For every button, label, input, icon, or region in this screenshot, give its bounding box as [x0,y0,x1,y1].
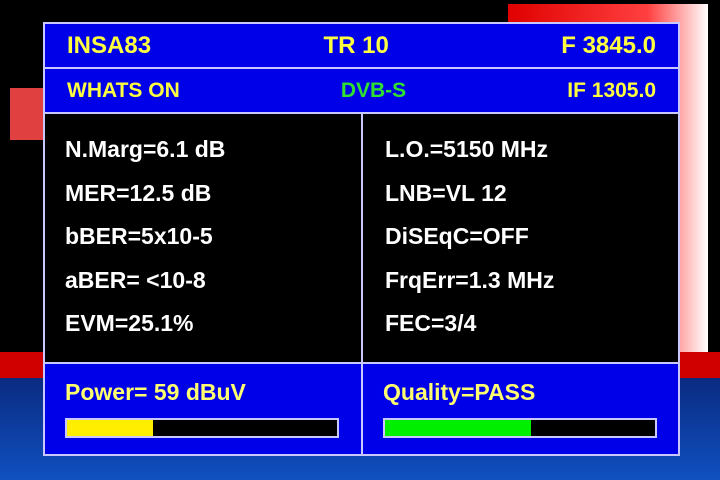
signal-meter-panel: INSA83 TR 10 F 3845.0 WHATS ON DVB-S IF … [43,22,680,456]
param-frqerr: FrqErr=1.3 MHz [385,266,555,293]
power-section: Power= 59 dBuV [45,364,361,456]
power-bar-fill [67,420,154,436]
background-red-shape-left [10,88,44,140]
channel-name: WHATS ON [67,78,180,102]
param-evm: EVM=25.1% [65,310,194,336]
param-diseqc: DiSEqC=OFF [385,223,529,249]
quality-bar-fill [385,420,531,436]
column-divider [361,114,363,456]
param-fec: FEC=3/4 [385,310,477,336]
header-row: INSA83 TR 10 F 3845.0 [45,24,678,69]
right-params: L.O.=5150 MHz LNB=VL 12 DiSEqC=OFF FrqEr… [365,114,554,362]
param-bber: bBER=5x10-5 [65,223,213,249]
param-mer: MER=12.5 dB [65,179,212,206]
transponder: TR 10 [323,31,389,59]
power-bar [65,418,339,438]
frequency: F 3845.0 [561,31,656,59]
subheader-row: WHATS ON DVB-S IF 1305.0 [45,69,678,114]
param-lnb: LNB=VL 12 [385,179,507,206]
quality-label: Quality=PASS [383,379,536,405]
left-params: N.Marg=6.1 dB MER=12.5 dB bBER=5x10-5 aB… [45,114,225,362]
power-label: Power= 59 dBuV [65,379,246,405]
param-nmarg: N.Marg=6.1 dB [65,136,226,162]
param-aber: aBER= <10-8 [65,266,206,293]
satellite-name: INSA83 [67,31,152,59]
standard: DVB-S [340,78,407,102]
param-lo: L.O.=5150 MHz [385,136,548,162]
quality-bar [383,418,657,438]
if-frequency: IF 1305.0 [567,78,656,102]
quality-section: Quality=PASS [363,364,680,456]
